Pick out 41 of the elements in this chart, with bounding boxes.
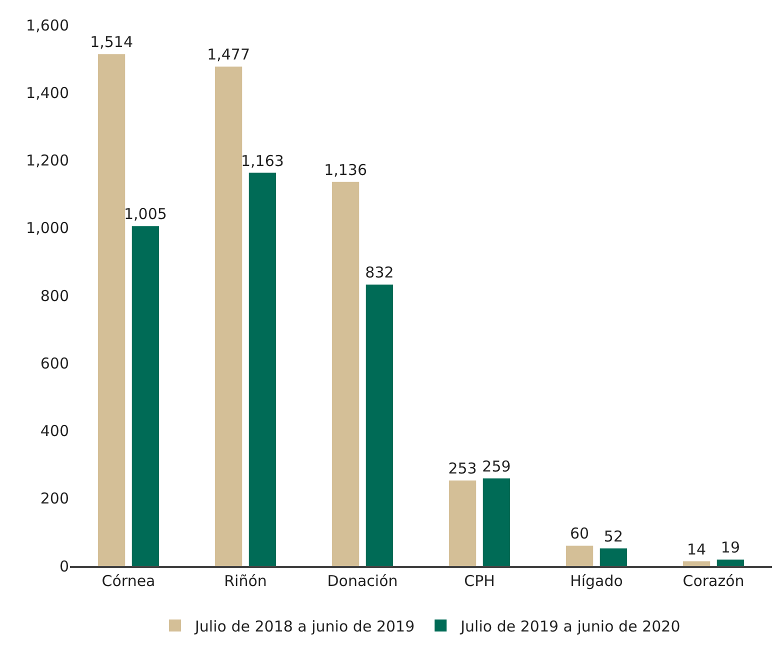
- data-label: 14: [686, 540, 706, 558]
- data-label: 832: [365, 264, 394, 282]
- data-label: 1,477: [207, 46, 250, 64]
- data-label: 1,136: [324, 160, 368, 179]
- data-label: 19: [720, 538, 740, 557]
- x-tick-label: Hígado: [570, 572, 623, 590]
- y-tick-label: 1,000: [26, 219, 69, 238]
- y-tick-label: 0: [59, 557, 69, 576]
- bar: [448, 480, 476, 566]
- bar: [716, 560, 744, 566]
- data-label: 60: [570, 524, 590, 543]
- y-tick-label: 800: [40, 286, 69, 305]
- y-tick-label: 200: [40, 490, 69, 508]
- bar: [132, 226, 160, 566]
- y-tick-label: 400: [40, 422, 69, 440]
- data-label: 1,514: [90, 33, 134, 52]
- bar: [248, 172, 276, 566]
- x-tick-label: Donación: [327, 572, 398, 590]
- bar: [600, 548, 628, 566]
- y-tick-label: 1,600: [26, 16, 69, 34]
- data-label: 1,005: [124, 205, 167, 224]
- bar: [366, 284, 394, 566]
- data-label: 52: [604, 527, 624, 546]
- data-label: 1,163: [240, 152, 284, 170]
- legend-label: Julio de 2018 a junio de 2019: [194, 617, 415, 636]
- bar: [566, 546, 594, 566]
- y-tick-label: 1,200: [26, 152, 69, 170]
- x-tick-label: Córnea: [102, 572, 156, 590]
- bar: [98, 54, 126, 566]
- y-tick-label: 1,400: [26, 84, 69, 102]
- legend-label: Julio de 2019 a junio de 2020: [460, 617, 680, 636]
- x-tick-label: CPH: [464, 572, 495, 590]
- data-label: 259: [482, 457, 511, 476]
- x-tick-label: Riñón: [224, 572, 267, 590]
- bar: [682, 561, 710, 566]
- bar: [332, 182, 360, 566]
- data-label: 253: [448, 459, 477, 478]
- y-tick-label: 600: [40, 354, 69, 372]
- bar: [214, 66, 242, 566]
- x-tick-label: Corazón: [682, 572, 744, 590]
- bar: [482, 478, 510, 566]
